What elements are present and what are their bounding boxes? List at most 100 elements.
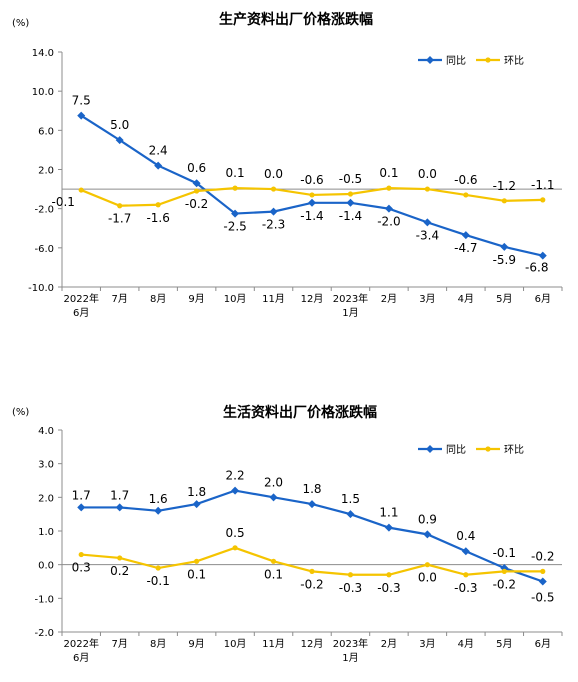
series-mom: -0.1 -1.7 -1.6 -0.2 0.1 0.0 -0.6 -0.5 0.1 0.0 -0.6… <box>52 166 555 226</box>
x-tick-label: 3月 <box>419 293 435 305</box>
data-point <box>347 191 354 197</box>
data-point <box>78 551 84 558</box>
data-point <box>269 493 278 502</box>
legend-label: 同比 <box>446 55 466 67</box>
data-point <box>155 565 161 571</box>
y-tick-label: -6.0 <box>34 244 54 255</box>
data-point <box>309 192 315 198</box>
x-tick-label: 2月 <box>381 293 397 305</box>
data-point <box>384 204 393 213</box>
x-tick-label: 8月 <box>150 293 166 305</box>
data-label: -0.5 <box>531 591 554 605</box>
data-point <box>538 577 547 586</box>
data-point <box>270 558 277 564</box>
data-point <box>231 209 240 218</box>
series-yoy: 1.7 1.7 1.6 1.8 2.2 2.0 1.8 1.5 1.1 0.9 0.4 -0.1 -0.… <box>72 469 555 605</box>
data-point <box>309 568 315 575</box>
data-label: -0.1 <box>493 546 516 560</box>
legend-marker <box>485 446 491 452</box>
legend-marker <box>426 445 434 453</box>
data-label: 7.5 <box>72 94 91 108</box>
data-point <box>540 568 546 575</box>
data-point <box>423 218 432 227</box>
data-label: -0.1 <box>52 195 75 209</box>
x-tick-label: 9月 <box>188 293 204 305</box>
y-tick-label: 10.0 <box>32 87 54 98</box>
data-point <box>154 506 163 515</box>
data-point <box>347 572 354 578</box>
data-label: 0.5 <box>226 526 245 540</box>
x-tick-label: 10月 <box>224 638 247 650</box>
data-label: 0.1 <box>226 166 245 180</box>
x-tick-label: 2023年 <box>333 292 368 305</box>
x-tick-label: 11月 <box>262 638 285 650</box>
data-point <box>384 523 393 532</box>
legend-label: 环比 <box>504 55 524 67</box>
data-point <box>77 111 86 120</box>
data-point <box>540 197 546 203</box>
x-tick-label: 11月 <box>262 293 285 305</box>
data-label: 0.1 <box>264 567 283 581</box>
data-label: 0.0 <box>264 167 283 181</box>
data-point <box>194 188 200 194</box>
chart-title: 生活资料出厂价格涨跌幅 <box>223 404 377 421</box>
data-label: 1.5 <box>341 492 360 506</box>
data-label: 0.1 <box>187 567 206 581</box>
series-yoy: 7.5 5.0 2.4 0.6 -2.5 -2.3 -1.4 -1.4 -2.0 -3.4 -4.7… <box>72 94 549 275</box>
y-tick-label: -2.0 <box>34 205 54 216</box>
x-tick-label: 2月 <box>381 638 397 650</box>
y-tick-label: 14.0 <box>32 48 54 59</box>
data-label: -2.0 <box>377 215 400 229</box>
chart-title: 生产资料出厂价格涨跌幅 <box>219 11 373 28</box>
data-label: 0.2 <box>110 564 129 578</box>
y-tick-label: -10.0 <box>28 283 54 294</box>
data-label: -1.2 <box>493 179 516 193</box>
data-point <box>501 198 507 204</box>
x-tick-label: 6月 <box>73 652 89 664</box>
data-point <box>346 510 355 519</box>
data-label: 2.2 <box>226 469 245 483</box>
data-label: -1.4 <box>339 209 362 223</box>
x-tick-label: 8月 <box>150 638 166 650</box>
data-point <box>386 572 392 578</box>
y-tick-label: 2.0 <box>38 493 54 504</box>
y-tick-label: -1.0 <box>34 594 54 605</box>
x-tick-label: 1月 <box>342 307 358 319</box>
data-point <box>115 136 124 145</box>
data-label: -0.2 <box>300 577 323 591</box>
data-point <box>308 500 316 509</box>
data-point <box>461 547 470 556</box>
data-label: -0.1 <box>146 574 169 588</box>
chart-2: 生活资料出厂价格涨跌幅 (%) -2.0 -1.0 0.0 1.0 2.0 3.0 4.0 202… <box>12 404 563 664</box>
data-point <box>192 179 201 188</box>
legend: 同比 环比 <box>418 55 524 67</box>
legend: 同比 环比 <box>418 444 524 456</box>
chart-1: 生产资料出厂价格涨跌幅 (%) -10.0 -6.0 -2.0 2.0 6.0 10.0 14.… <box>12 11 563 319</box>
data-label: -2.3 <box>262 218 285 232</box>
x-tick-label: 5月 <box>496 293 512 305</box>
data-label: 1.1 <box>379 506 398 520</box>
y-tick-label: 4.0 <box>38 426 54 437</box>
data-point <box>538 251 547 260</box>
data-point <box>461 231 470 240</box>
data-point <box>194 558 200 564</box>
data-point <box>346 198 355 207</box>
legend-label: 环比 <box>504 444 524 456</box>
data-point <box>231 486 240 495</box>
data-point <box>232 545 238 551</box>
data-label: -4.7 <box>454 241 477 255</box>
x-tick-label: 12月 <box>301 293 324 305</box>
data-point <box>155 202 161 208</box>
data-label: 1.7 <box>72 488 91 502</box>
data-label: -0.5 <box>339 172 362 186</box>
data-point <box>424 186 430 192</box>
data-label: 0.1 <box>379 166 398 180</box>
y-tick-label: 2.0 <box>38 166 54 177</box>
data-label: -1.7 <box>108 212 131 226</box>
data-label: 1.8 <box>302 482 321 496</box>
data-label: -0.3 <box>454 581 477 595</box>
data-point <box>78 187 84 193</box>
data-label: -5.9 <box>493 253 516 267</box>
data-label: -0.3 <box>377 581 400 595</box>
